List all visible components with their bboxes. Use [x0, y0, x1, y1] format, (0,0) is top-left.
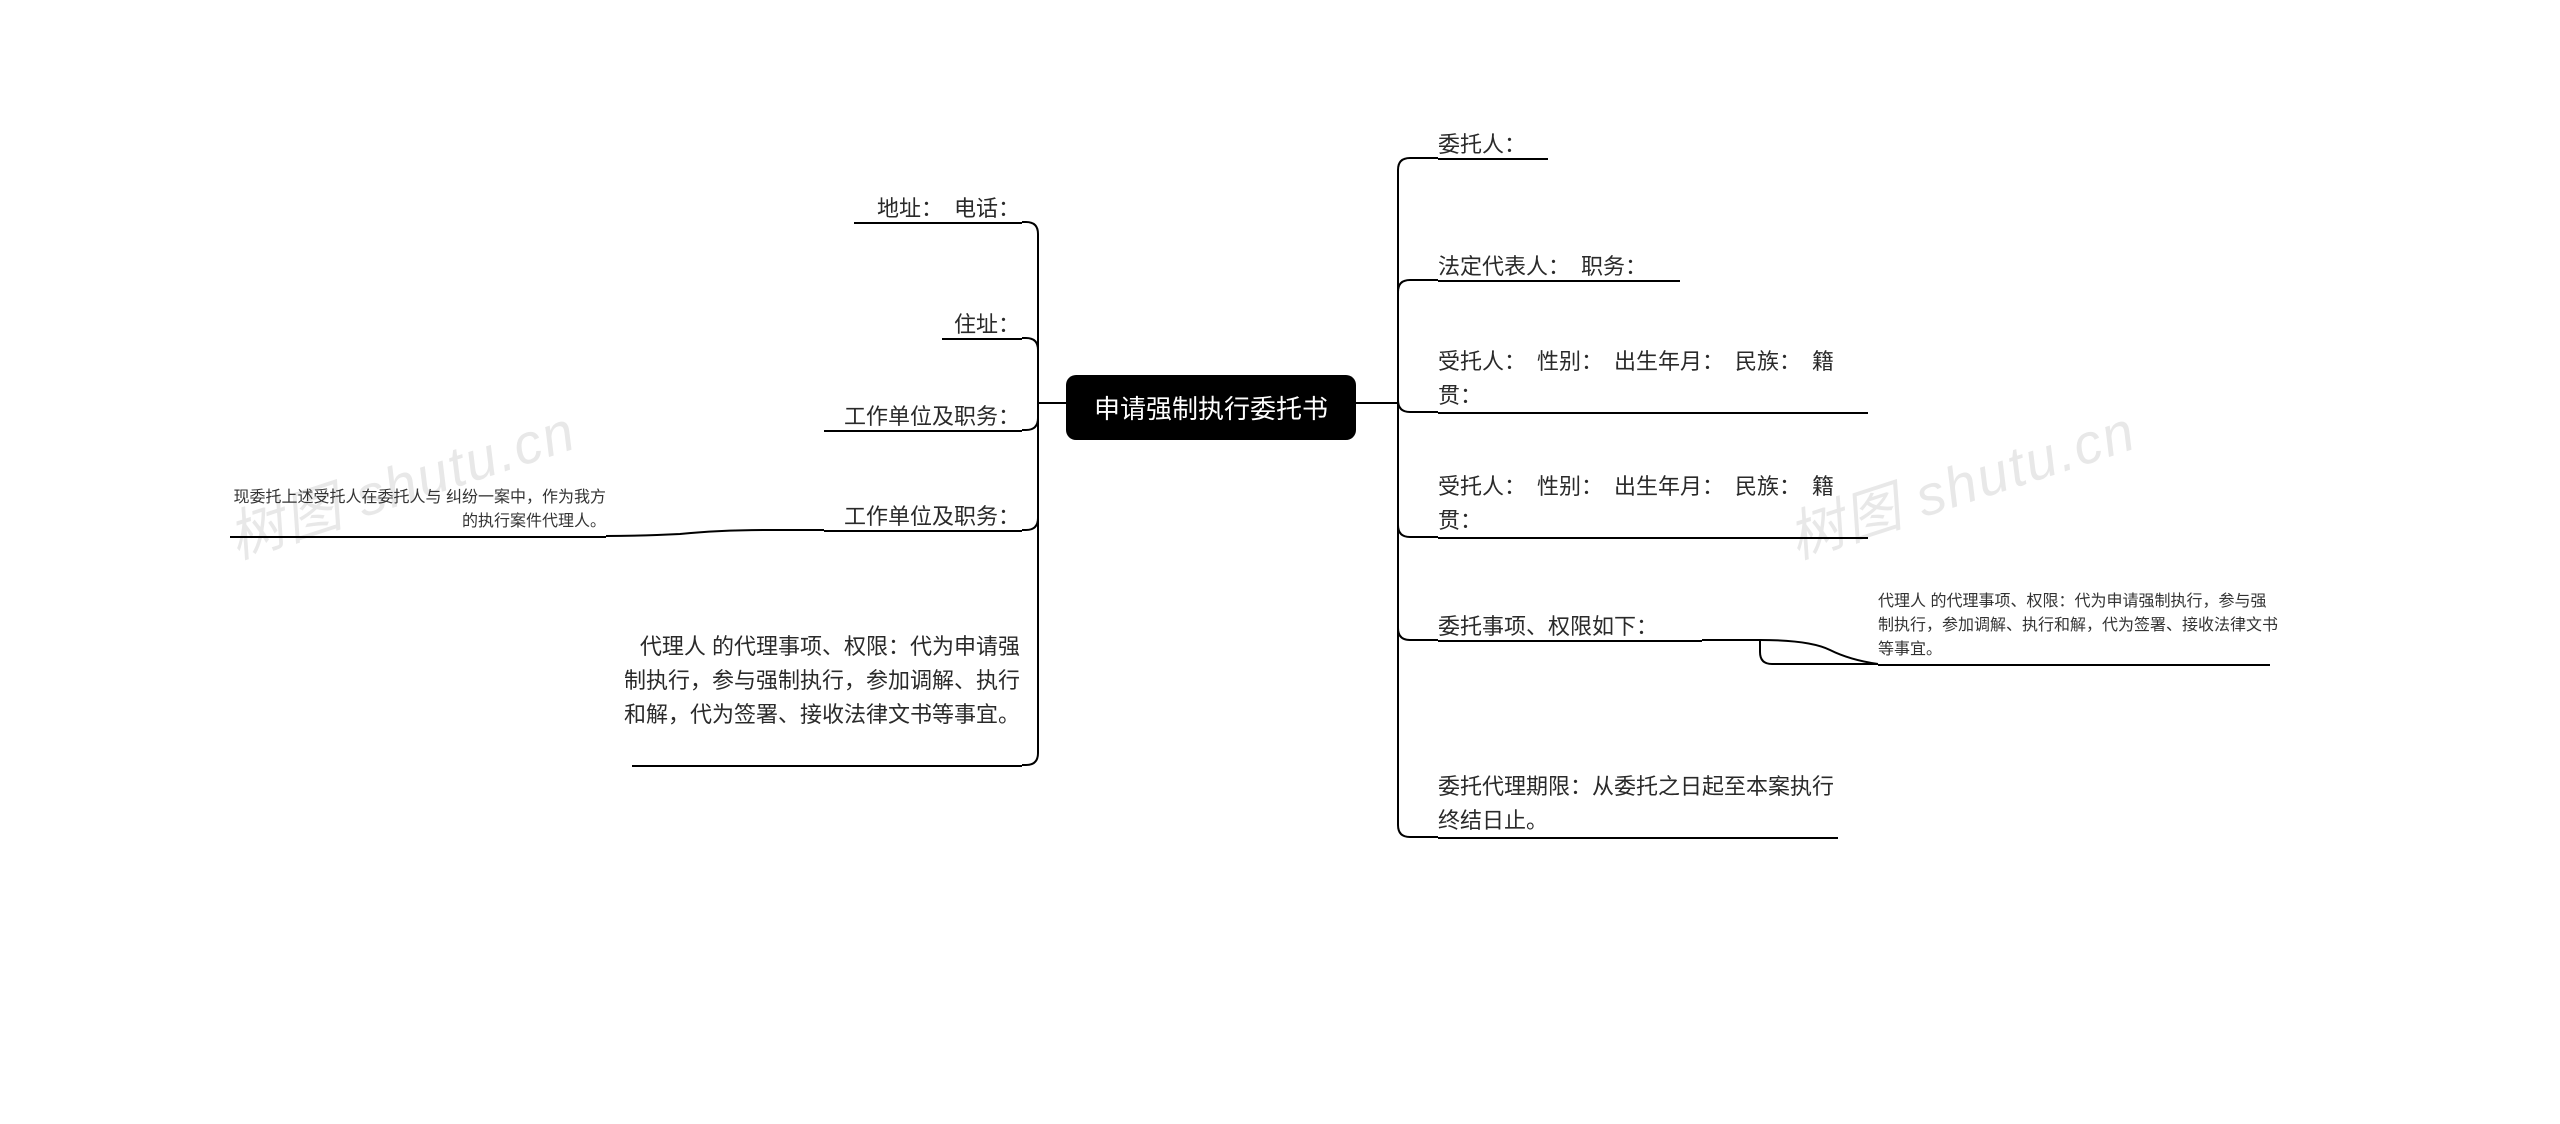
underline: [230, 536, 606, 538]
node-left-4-leaf: 现委托上述受托人在委托人与 纠纷一案中，作为我方的执行案件代理人。: [226, 486, 606, 534]
node-right-4: 受托人： 性别： 出生年月： 民族： 籍贯：: [1438, 470, 1858, 538]
node-left-1: 地址： 电话：: [877, 192, 1020, 226]
node-right-5: 委托事项、权限如下：: [1438, 610, 1658, 644]
underline: [1438, 158, 1548, 160]
node-right-1: 委托人：: [1438, 128, 1526, 162]
mindmap-root: 申请强制执行委托书: [1066, 375, 1356, 440]
underline: [854, 222, 1022, 224]
underline: [1438, 537, 1868, 539]
underline: [1438, 280, 1680, 282]
node-right-2: 法定代表人： 职务：: [1438, 250, 1647, 284]
underline: [632, 765, 1022, 767]
node-right-5-leaf: 代理人 的代理事项、权限：代为申请强制执行，参与强制执行，参加调解、执行和解，代…: [1878, 590, 2278, 662]
node-left-2: 住址：: [954, 308, 1020, 342]
underline: [942, 338, 1022, 340]
node-left-5: 代理人 的代理事项、权限：代为申请强制执行，参与强制执行，参加调解、执行和解，代…: [620, 630, 1020, 732]
underline: [1878, 664, 2270, 666]
node-left-4: 工作单位及职务：: [844, 500, 1020, 534]
underline: [1438, 640, 1702, 642]
node-left-3: 工作单位及职务：: [844, 400, 1020, 434]
node-right-6: 委托代理期限：从委托之日起至本案执行终结日止。: [1438, 770, 1848, 838]
watermark: 树图 shutu.cn: [216, 386, 585, 575]
underline: [824, 430, 1022, 432]
connectors: [0, 0, 2560, 1124]
underline: [824, 530, 1022, 532]
underline: [1438, 837, 1838, 839]
underline: [1438, 412, 1868, 414]
node-right-3: 受托人： 性别： 出生年月： 民族： 籍贯：: [1438, 345, 1858, 413]
